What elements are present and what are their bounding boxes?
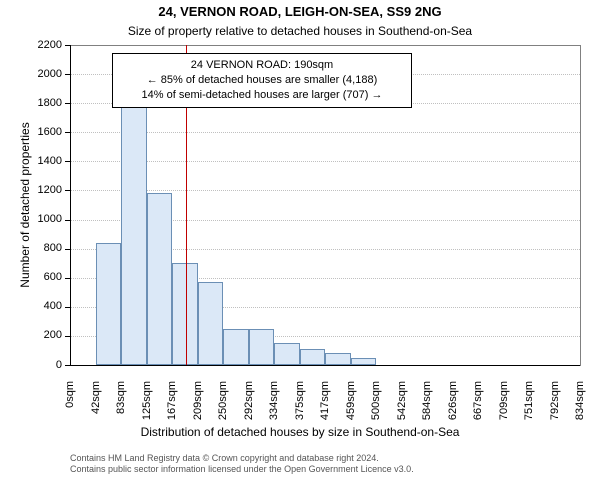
histogram-bar <box>147 193 173 365</box>
y-tick-label: 200 <box>0 329 62 341</box>
chart-title: 24, VERNON ROAD, LEIGH-ON-SEA, SS9 2NG <box>0 4 600 19</box>
y-tick-label: 600 <box>0 271 62 283</box>
y-tick-mark <box>65 161 70 162</box>
y-tick-label: 400 <box>0 300 62 312</box>
y-tick-label: 1800 <box>0 97 62 109</box>
footer-line-2: Contains public sector information licen… <box>70 464 414 475</box>
histogram-bar <box>96 243 122 365</box>
annotation-box: 24 VERNON ROAD: 190sqm ← 85% of detached… <box>112 53 412 108</box>
histogram-bar <box>300 349 326 365</box>
y-tick-label: 1600 <box>0 126 62 138</box>
y-tick-mark <box>65 278 70 279</box>
y-tick-label: 1200 <box>0 184 62 196</box>
y-axis-line <box>70 45 71 365</box>
gridline <box>70 132 580 133</box>
y-tick-mark <box>65 103 70 104</box>
histogram-bar <box>325 353 351 365</box>
y-tick-label: 1000 <box>0 213 62 225</box>
gridline <box>70 161 580 162</box>
histogram-bar <box>223 329 249 365</box>
gridline <box>70 190 580 191</box>
footer-line-1: Contains HM Land Registry data © Crown c… <box>70 453 414 464</box>
histogram-bar <box>274 343 300 365</box>
y-tick-mark <box>65 74 70 75</box>
chart-page: { "layout": { "width": 600, "height": 50… <box>0 0 600 500</box>
footer-attribution: Contains HM Land Registry data © Crown c… <box>70 453 414 476</box>
histogram-bar <box>249 329 275 365</box>
y-tick-mark <box>65 249 70 250</box>
y-axis-label: Number of detached properties <box>18 45 32 365</box>
x-axis-line <box>70 365 580 366</box>
y-tick-label: 2200 <box>0 39 62 51</box>
histogram-bar <box>121 103 147 365</box>
annotation-line-3: 14% of semi-detached houses are larger (… <box>119 88 405 103</box>
annotation-line-2: ← 85% of detached houses are smaller (4,… <box>119 73 405 88</box>
y-tick-mark <box>65 365 70 366</box>
x-axis-label: Distribution of detached houses by size … <box>0 425 600 439</box>
y-tick-mark <box>65 220 70 221</box>
y-tick-label: 1400 <box>0 155 62 167</box>
y-tick-mark <box>65 45 70 46</box>
y-tick-mark <box>65 336 70 337</box>
y-tick-label: 800 <box>0 242 62 254</box>
y-tick-mark <box>65 132 70 133</box>
y-tick-label: 0 <box>0 359 62 371</box>
y-tick-mark <box>65 307 70 308</box>
y-tick-label: 2000 <box>0 68 62 80</box>
histogram-bar <box>172 263 198 365</box>
histogram-bar <box>351 358 377 365</box>
annotation-line-1: 24 VERNON ROAD: 190sqm <box>119 58 405 73</box>
y-tick-mark <box>65 190 70 191</box>
chart-subtitle: Size of property relative to detached ho… <box>0 24 600 38</box>
histogram-bar <box>198 282 224 365</box>
